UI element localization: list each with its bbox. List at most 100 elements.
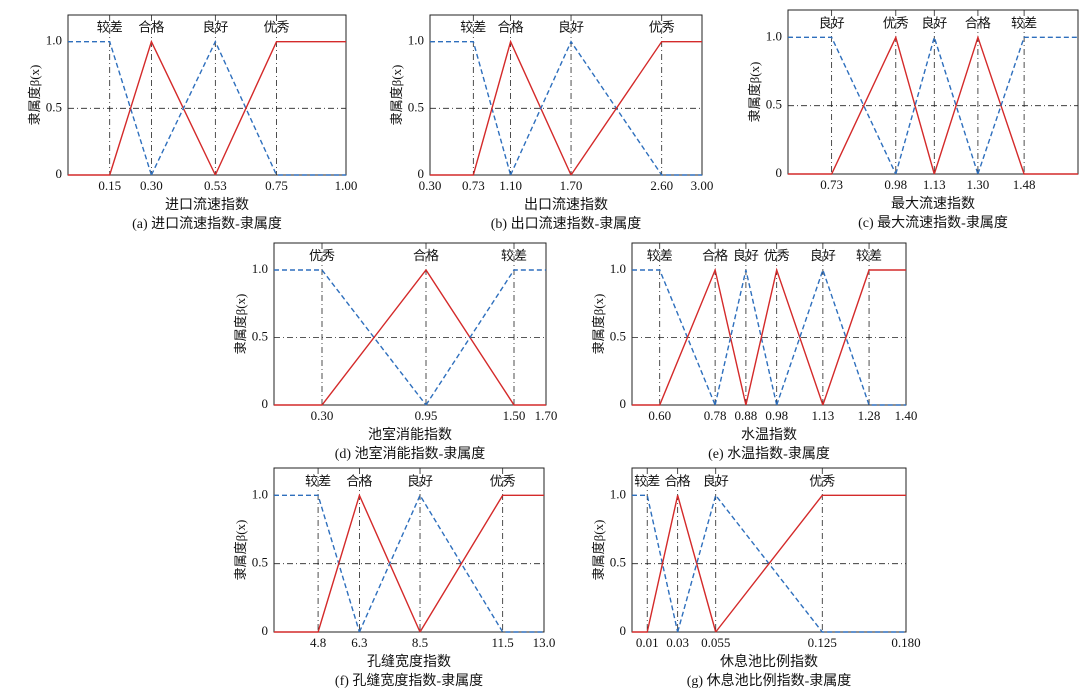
x-tick-label: 0.73 bbox=[820, 177, 843, 192]
membership-line bbox=[68, 40, 153, 176]
x-tick-label: 0.03 bbox=[666, 635, 689, 650]
membership-line bbox=[430, 40, 512, 176]
y-axis-label: 隶属度β(x) bbox=[591, 294, 606, 355]
series-label: 优秀 bbox=[490, 473, 516, 488]
plot-frame bbox=[631, 467, 907, 633]
x-tick-label: 0.180 bbox=[891, 635, 920, 650]
series-label: 较差 bbox=[647, 248, 673, 263]
x-tick-label: 0.15 bbox=[98, 178, 121, 193]
x-tick-label: 1.70 bbox=[560, 178, 583, 193]
series-label: 良好 bbox=[407, 473, 433, 488]
caption: (a) 进口流速指数-隶属度 bbox=[132, 216, 282, 232]
x-axis-label: 孔缝宽度指数 bbox=[367, 653, 451, 670]
membership-line bbox=[632, 495, 717, 633]
y-axis-label: 隶属度β(x) bbox=[27, 65, 42, 126]
y-tick-label: 0 bbox=[620, 623, 627, 638]
x-tick-label: 0.055 bbox=[701, 635, 730, 650]
membership-line bbox=[822, 269, 906, 406]
plot-frame bbox=[787, 9, 1079, 175]
series-label: 较差 bbox=[97, 20, 123, 35]
membership-line bbox=[274, 494, 361, 633]
caption: (c) 最大流速指数-隶属度 bbox=[858, 215, 1008, 231]
membership-line bbox=[745, 267, 824, 406]
x-tick-label: 0.60 bbox=[648, 408, 671, 423]
series-label: 合格 bbox=[138, 20, 164, 35]
series-label: 较差 bbox=[634, 473, 660, 488]
series-label: 合格 bbox=[965, 15, 991, 30]
series-label: 优秀 bbox=[764, 248, 790, 263]
y-tick-label: 1.0 bbox=[408, 33, 424, 48]
membership-line bbox=[632, 269, 716, 406]
y-tick-label: 0.5 bbox=[408, 99, 424, 114]
y-tick-label: 1.0 bbox=[610, 261, 626, 276]
membership-line bbox=[419, 494, 544, 633]
y-tick-label: 0 bbox=[56, 166, 63, 181]
x-tick-label: 1.50 bbox=[503, 408, 526, 423]
y-tick-label: 0 bbox=[776, 165, 783, 180]
x-axis-label: 进口流速指数 bbox=[165, 197, 249, 213]
x-tick-label: 0.73 bbox=[462, 178, 485, 193]
membership-line bbox=[274, 493, 421, 633]
membership-line bbox=[358, 493, 544, 633]
y-axis-label: 隶属度β(x) bbox=[591, 520, 606, 581]
x-axis-label: 池室消能指数 bbox=[368, 426, 452, 443]
membership-line bbox=[632, 494, 679, 633]
plot-frame bbox=[273, 242, 547, 406]
y-tick-label: 0.5 bbox=[766, 97, 782, 112]
series-label: 较差 bbox=[1011, 15, 1037, 30]
series-label: 良好 bbox=[921, 15, 947, 30]
membership-line bbox=[714, 269, 778, 406]
y-axis-label: 隶属度β(x) bbox=[233, 520, 248, 581]
caption: (b) 出口流速指数-隶属度 bbox=[491, 216, 642, 232]
x-tick-label: 8.5 bbox=[412, 635, 428, 650]
y-tick-label: 0.5 bbox=[46, 99, 62, 114]
x-tick-label: 0.125 bbox=[808, 635, 837, 650]
series-label: 较差 bbox=[460, 20, 486, 35]
membership-line bbox=[274, 269, 427, 406]
series-label: 优秀 bbox=[649, 20, 675, 35]
x-tick-label: 3.00 bbox=[691, 178, 714, 193]
y-axis-label: 隶属度β(x) bbox=[747, 62, 762, 123]
y-tick-label: 0 bbox=[262, 623, 269, 638]
x-tick-label: 1.28 bbox=[858, 408, 881, 423]
x-axis-label: 休息池比例指数 bbox=[720, 653, 818, 670]
y-tick-label: 1.0 bbox=[252, 261, 268, 276]
series-label: 良好 bbox=[819, 15, 845, 30]
series-label: 合格 bbox=[498, 20, 524, 35]
series-label: 优秀 bbox=[809, 473, 835, 488]
x-tick-label: 1.70 bbox=[535, 408, 558, 423]
membership-line bbox=[788, 35, 935, 175]
x-tick-label: 1.40 bbox=[895, 408, 918, 423]
y-tick-label: 0.5 bbox=[610, 328, 626, 343]
y-tick-label: 0 bbox=[418, 166, 425, 181]
y-tick-label: 0.5 bbox=[610, 555, 626, 570]
series-label: 良好 bbox=[558, 20, 584, 35]
x-tick-label: 1.10 bbox=[499, 178, 522, 193]
x-tick-label: 11.5 bbox=[492, 635, 514, 650]
x-tick-label: 4.8 bbox=[310, 635, 326, 650]
plot-frame bbox=[273, 467, 545, 633]
membership-line bbox=[274, 268, 546, 406]
membership-line bbox=[214, 40, 346, 176]
series-label: 较差 bbox=[501, 248, 527, 263]
membership-line bbox=[933, 35, 1078, 175]
x-axis-label: 水温指数 bbox=[741, 427, 797, 443]
y-tick-label: 1.0 bbox=[252, 486, 268, 501]
x-tick-label: 1.13 bbox=[923, 177, 946, 192]
y-tick-label: 1.0 bbox=[46, 33, 62, 48]
x-tick-label: 0.98 bbox=[884, 177, 907, 192]
membership-line bbox=[715, 494, 906, 633]
x-tick-label: 6.3 bbox=[351, 635, 367, 650]
x-tick-label: 0.78 bbox=[704, 408, 727, 423]
y-tick-label: 1.0 bbox=[610, 486, 626, 501]
membership-line bbox=[977, 36, 1078, 175]
y-tick-label: 0 bbox=[620, 396, 627, 411]
caption: (f) 孔缝宽度指数-隶属度 bbox=[335, 672, 483, 689]
x-axis-label: 最大流速指数 bbox=[891, 196, 975, 212]
series-label: 良好 bbox=[202, 20, 228, 35]
membership-line bbox=[788, 36, 897, 175]
series-label: 较差 bbox=[305, 473, 331, 488]
y-tick-label: 0 bbox=[262, 396, 269, 411]
membership-line bbox=[150, 40, 346, 176]
series-label: 合格 bbox=[702, 248, 728, 263]
